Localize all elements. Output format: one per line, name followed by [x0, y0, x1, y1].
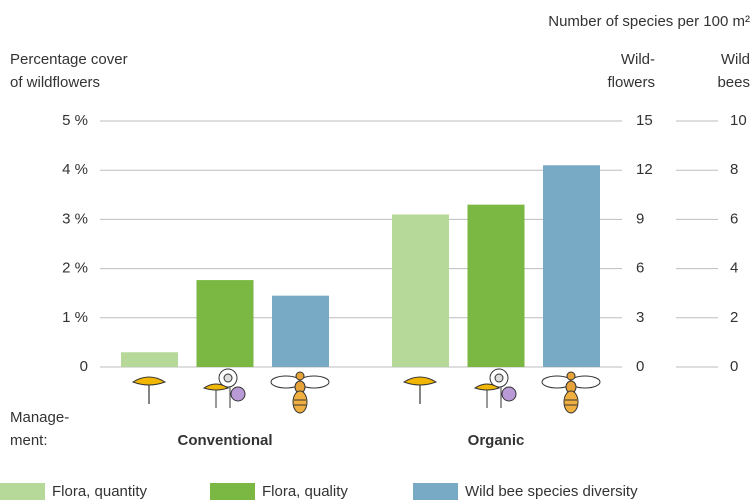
y-tick-label: 4 % [62, 161, 88, 178]
icon [203, 368, 246, 409]
icon [270, 371, 330, 414]
y-tick-label: 1 % [62, 309, 88, 326]
y2-label: Wild- [621, 51, 655, 68]
x-label: Manage- [10, 409, 69, 426]
legend-swatch [0, 483, 45, 500]
y2-tick-label: 0 [636, 358, 644, 375]
y2-tick-label: 15 [636, 112, 653, 129]
x-tick-label: Organic [468, 432, 525, 449]
legend-swatch [210, 483, 255, 500]
y2-tick-label: 12 [636, 161, 653, 178]
x-label: ment: [10, 432, 48, 449]
y-label: Percentage cover [10, 51, 128, 68]
legend-label: Wild bee species diversity [465, 483, 638, 500]
title: Number of species per 100 m² [548, 13, 750, 30]
x-tick-label: Conventional [177, 432, 272, 449]
y-label: of wildflowers [10, 74, 100, 91]
legend-label: Flora, quantity [52, 483, 148, 500]
y-tick-label: 2 % [62, 260, 88, 277]
y3-tick-label: 4 [730, 260, 738, 277]
y3-tick-label: 0 [730, 358, 738, 375]
icon [403, 376, 437, 405]
y3-tick-label: 10 [730, 112, 747, 129]
y3-tick-label: 2 [730, 309, 738, 326]
y2-tick-label: 9 [636, 210, 644, 227]
y3-tick-label: 6 [730, 210, 738, 227]
y3-label: bees [717, 74, 750, 91]
bar [543, 165, 600, 367]
y3-tick-label: 8 [730, 161, 738, 178]
y-tick-label: 5 % [62, 112, 88, 129]
bar [196, 280, 254, 367]
legend-swatch [413, 483, 458, 500]
icon [541, 371, 601, 414]
bar [121, 352, 178, 367]
bar [272, 295, 329, 367]
bar [392, 214, 449, 367]
icon [132, 376, 166, 405]
y2-label: flowers [607, 74, 655, 91]
icon [474, 368, 517, 409]
y-tick-label: 0 [80, 358, 88, 375]
bar [467, 204, 525, 367]
legend-label: Flora, quality [262, 483, 348, 500]
y2-tick-label: 6 [636, 260, 644, 277]
y3-label: Wild [721, 51, 750, 68]
y2-tick-label: 3 [636, 309, 644, 326]
y-tick-label: 3 % [62, 210, 88, 227]
